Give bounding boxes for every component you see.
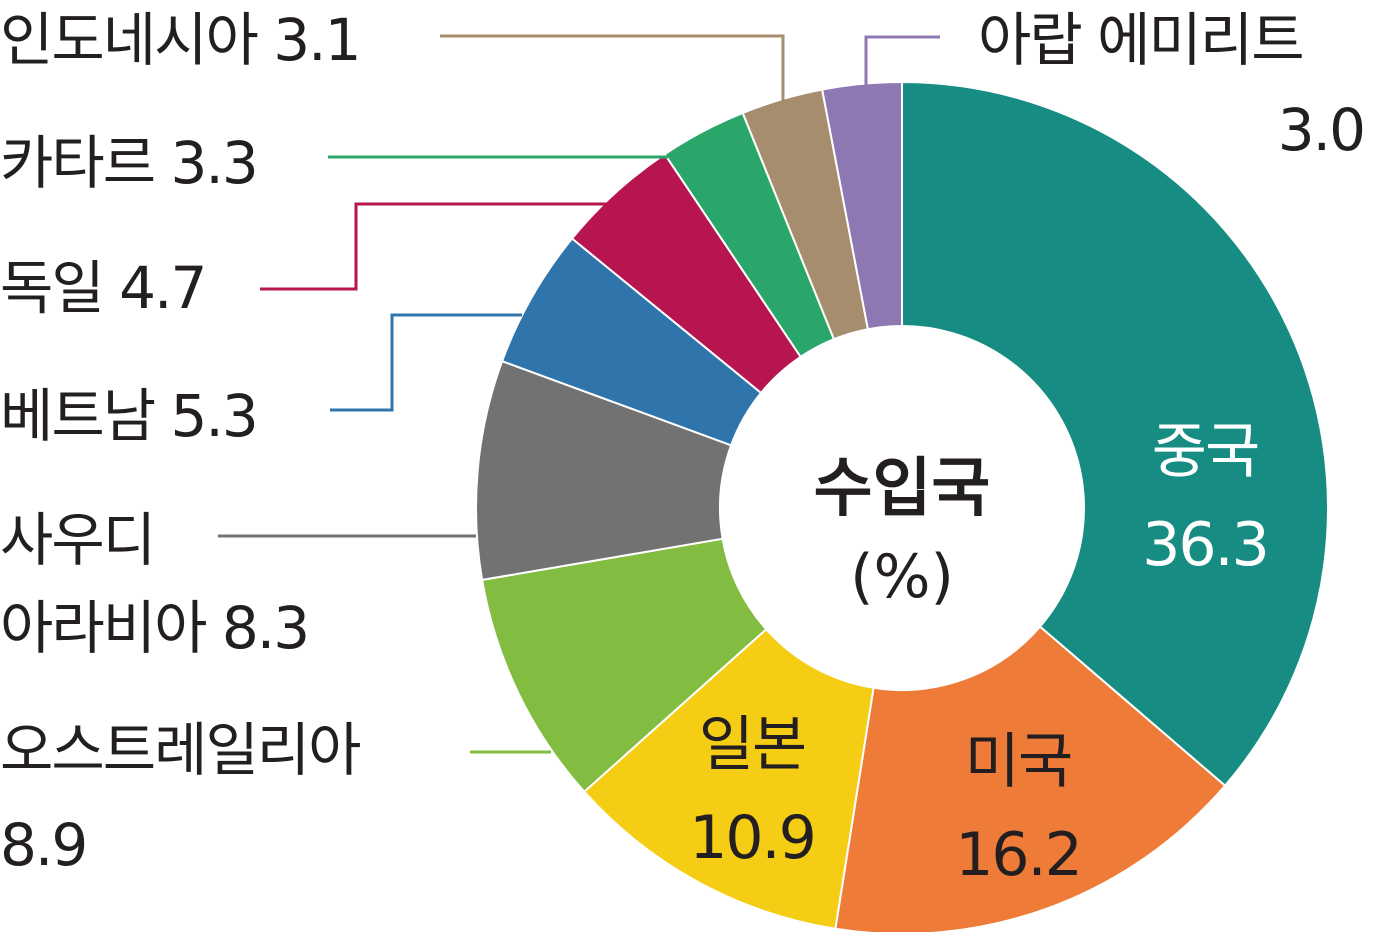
slice-label-3: 오스트레일리아 [0, 716, 360, 784]
slice-value-2: 10.9 [689, 803, 815, 873]
pie-slices [475, 80, 1329, 932]
slice-label-8: 인도네시아 3.1 [0, 6, 359, 74]
leader-line-5 [330, 313, 522, 412]
leader-line-8 [440, 34, 785, 108]
slice-label-9: 아랍 에미리트 [978, 6, 1303, 74]
slice-label-7: 카타르 3.3 [0, 129, 257, 197]
slice-label-6: 독일 4.7 [0, 254, 205, 322]
slice-label-2: 일본 [699, 710, 805, 780]
slice-label-3-line2: 8.9 [0, 811, 86, 879]
slice-value-0: 36.3 [1142, 510, 1268, 580]
leader-lines [218, 34, 940, 754]
leader-line-9 [864, 35, 940, 96]
donut-hole [720, 326, 1084, 690]
leader-line-6 [260, 202, 612, 291]
slice-label-0: 중국 [1152, 417, 1258, 487]
chart-title: 수입국 [814, 452, 991, 526]
slice-label-4-line2: 아라비아 8.3 [0, 594, 308, 662]
slice-value-1: 16.2 [955, 820, 1081, 890]
slice-label-9-line2: 3.0 [1278, 96, 1364, 164]
slice-label-1: 미국 [965, 727, 1071, 797]
chart-unit: (%) [850, 542, 954, 612]
slice-label-5: 베트남 5.3 [0, 382, 257, 450]
slice-label-4: 사우디 [0, 506, 154, 574]
